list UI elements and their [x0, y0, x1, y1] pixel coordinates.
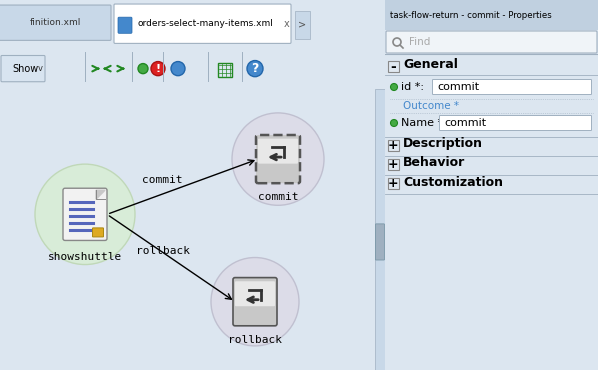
FancyBboxPatch shape — [385, 0, 598, 30]
FancyBboxPatch shape — [440, 115, 591, 131]
Circle shape — [247, 61, 263, 77]
FancyBboxPatch shape — [233, 278, 277, 326]
Text: -: - — [390, 60, 396, 74]
FancyBboxPatch shape — [388, 61, 399, 72]
Text: commit: commit — [258, 192, 298, 202]
Text: finition.xml: finition.xml — [29, 18, 81, 27]
Text: Show: Show — [12, 64, 38, 74]
FancyBboxPatch shape — [375, 89, 385, 370]
FancyBboxPatch shape — [258, 139, 298, 164]
Circle shape — [211, 258, 299, 346]
Circle shape — [138, 64, 148, 74]
FancyBboxPatch shape — [114, 4, 291, 43]
Text: Name *:: Name *: — [401, 118, 447, 128]
Text: +: + — [388, 139, 398, 152]
FancyBboxPatch shape — [118, 17, 132, 33]
Text: id *:: id *: — [401, 82, 424, 92]
Polygon shape — [96, 190, 105, 199]
Text: ?: ? — [251, 62, 259, 75]
Circle shape — [390, 84, 398, 91]
Text: task-flow-return - commit - Properties: task-flow-return - commit - Properties — [390, 10, 552, 20]
Circle shape — [232, 113, 324, 205]
FancyBboxPatch shape — [388, 178, 399, 189]
Text: +: + — [388, 158, 398, 171]
FancyBboxPatch shape — [93, 228, 103, 237]
Text: v: v — [38, 64, 42, 73]
Text: commit: commit — [142, 175, 183, 185]
Text: +: + — [388, 177, 398, 190]
Circle shape — [171, 61, 185, 76]
FancyBboxPatch shape — [235, 281, 275, 306]
FancyBboxPatch shape — [388, 159, 399, 170]
Text: Customization: Customization — [403, 175, 503, 188]
FancyBboxPatch shape — [256, 135, 300, 183]
Text: Outcome *: Outcome * — [403, 101, 459, 111]
FancyBboxPatch shape — [386, 31, 597, 53]
Text: >: > — [298, 19, 306, 29]
Text: General: General — [403, 58, 458, 71]
FancyBboxPatch shape — [63, 188, 107, 240]
Text: !: ! — [155, 64, 160, 74]
Text: orders-select-many-items.xml: orders-select-many-items.xml — [137, 19, 273, 28]
FancyBboxPatch shape — [1, 56, 45, 82]
Circle shape — [390, 120, 398, 127]
Circle shape — [35, 164, 135, 265]
FancyBboxPatch shape — [295, 11, 310, 39]
Text: Description: Description — [403, 138, 483, 151]
Text: rollback: rollback — [228, 335, 282, 345]
Circle shape — [151, 61, 165, 76]
Text: Find: Find — [409, 37, 431, 47]
Text: Behavior: Behavior — [403, 157, 465, 169]
Text: commit: commit — [444, 118, 486, 128]
FancyBboxPatch shape — [432, 80, 591, 94]
FancyBboxPatch shape — [388, 140, 399, 151]
Text: x: x — [284, 19, 290, 29]
Text: commit: commit — [437, 82, 479, 92]
Text: rollback: rollback — [136, 246, 190, 256]
Text: showshuttle: showshuttle — [48, 252, 122, 262]
FancyBboxPatch shape — [376, 224, 385, 260]
FancyBboxPatch shape — [0, 5, 111, 40]
